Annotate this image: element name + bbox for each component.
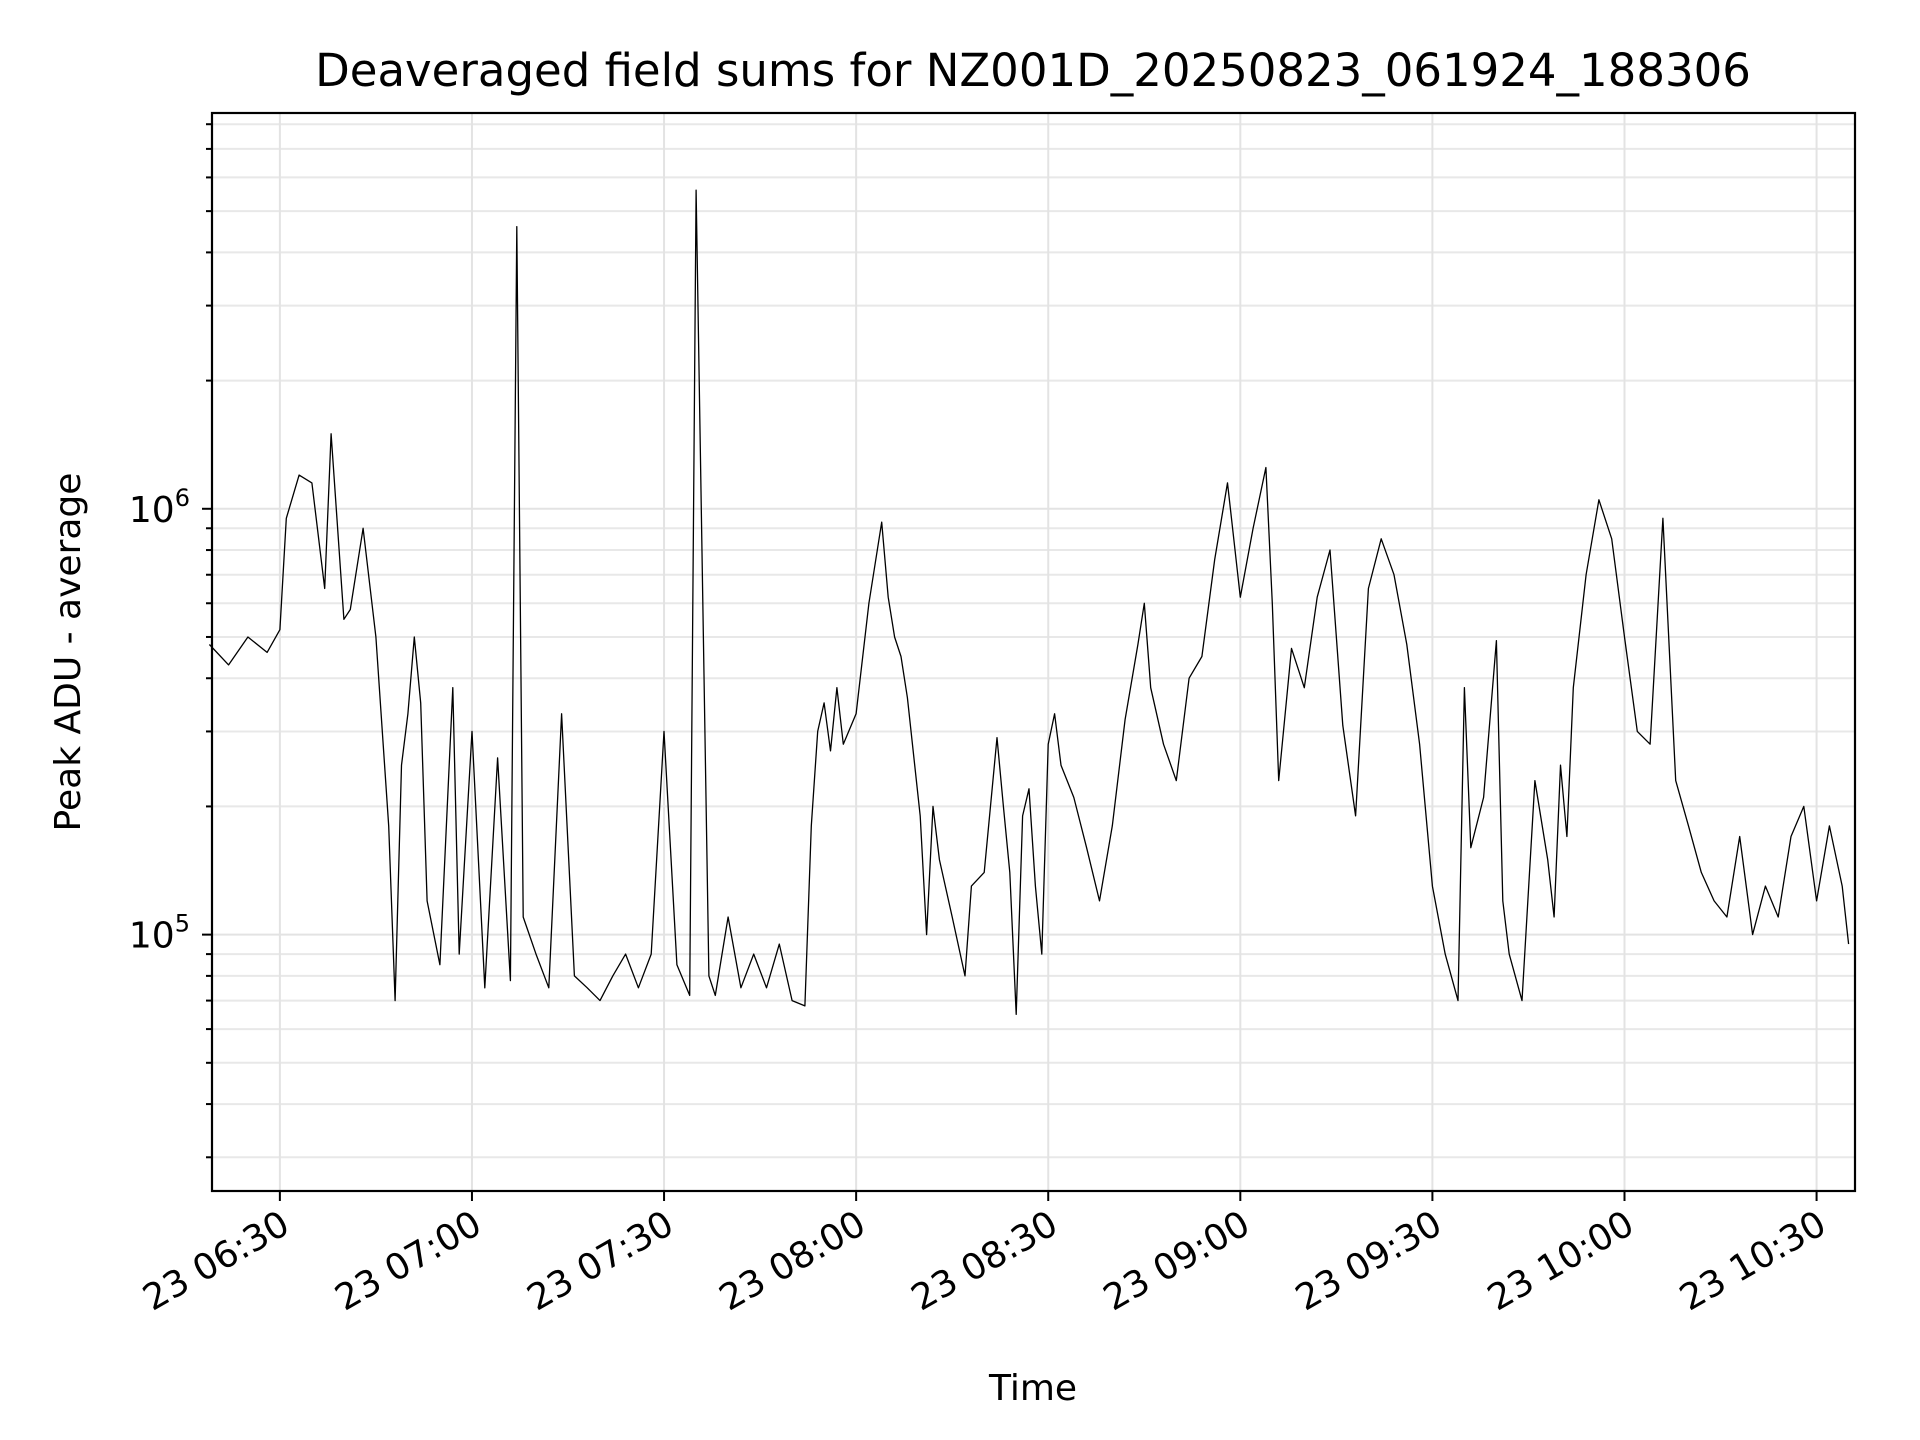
x-tick-label: 23 08:30 — [905, 1203, 1065, 1319]
x-axis-label: Time — [988, 1368, 1077, 1409]
x-tick-label: 23 06:30 — [136, 1203, 296, 1319]
x-tick-label: 23 10:00 — [1481, 1203, 1641, 1319]
x-tick-label: 23 07:00 — [329, 1203, 489, 1319]
series-line — [208, 189, 1850, 1015]
y-tick-label: 105 — [129, 910, 190, 957]
chart-title: Deaveraged field sums for NZ001D_2025082… — [315, 44, 1751, 97]
x-tick-label: 23 10:30 — [1673, 1203, 1833, 1319]
grid-lines — [212, 113, 1855, 1191]
x-tick-label: 23 09:30 — [1289, 1203, 1449, 1319]
plot-frame — [210, 111, 1857, 1193]
x-tick-label: 23 09:00 — [1097, 1203, 1257, 1319]
series-layer — [208, 189, 1850, 1015]
x-tick-label: 23 07:30 — [521, 1203, 681, 1319]
x-tick-label: 23 08:00 — [713, 1203, 873, 1319]
y-tick-label: 106 — [129, 484, 190, 531]
x-axis-ticks: 23 06:30 23 07:00 23 07:30 23 08:00 23 08:30… — [136, 1191, 1833, 1319]
y-axis-label: Peak ADU - average — [48, 473, 89, 832]
y-axis-ticks: 105 106 — [129, 123, 212, 1159]
